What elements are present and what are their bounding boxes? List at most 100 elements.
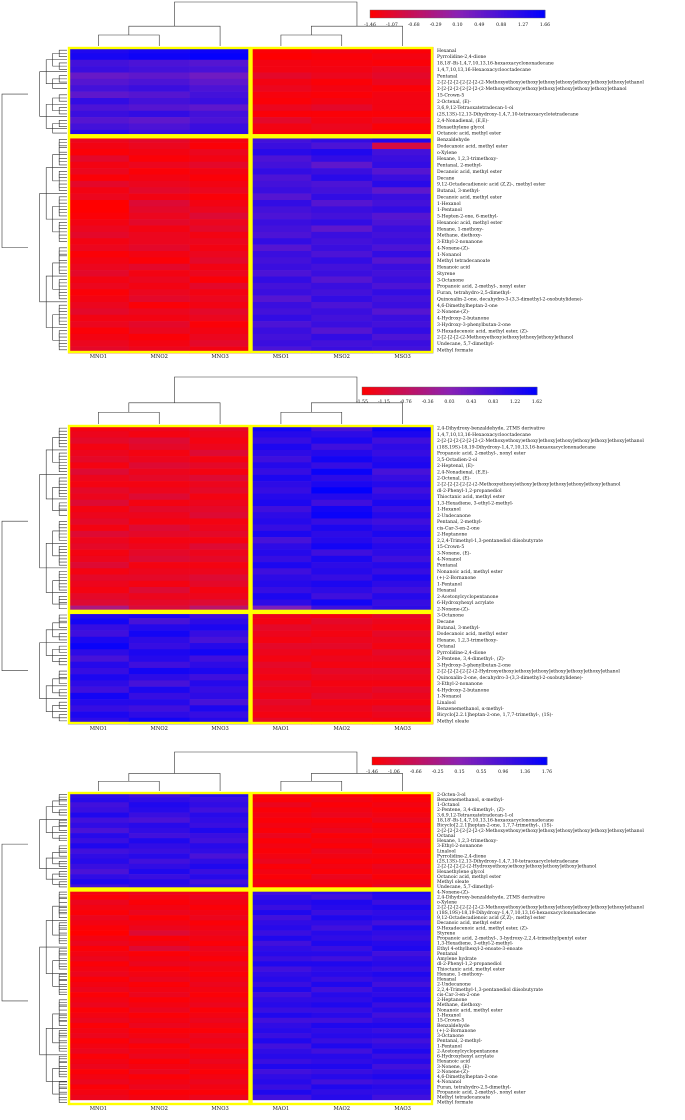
row-label: 2-[2-[2-[2-[2-[2-[2-(2-Methoxyethoxy)eth… bbox=[437, 437, 644, 444]
heatmap-cell bbox=[128, 327, 190, 335]
row-label: Methyl oleate bbox=[437, 879, 469, 885]
heatmap-cell bbox=[372, 853, 434, 860]
heatmap-cell bbox=[372, 187, 434, 194]
colorbar-tick-label: 0.15 bbox=[454, 769, 464, 775]
dendrogram-branch bbox=[39, 819, 67, 869]
heatmap-cell bbox=[68, 117, 130, 124]
heatmap-cell bbox=[189, 231, 251, 239]
heatmap-cell bbox=[250, 997, 312, 1003]
heatmap-cell bbox=[250, 187, 312, 194]
colorbar-segment bbox=[455, 387, 459, 395]
heatmap-cell bbox=[372, 843, 434, 849]
heatmap-cell bbox=[311, 1007, 373, 1013]
heatmap-cell bbox=[189, 817, 251, 824]
heatmap-cell bbox=[189, 717, 251, 725]
heatmap-cell bbox=[189, 711, 251, 719]
heatmap-cell bbox=[128, 289, 190, 296]
heatmap-cell bbox=[68, 449, 130, 457]
heatmap-cell bbox=[311, 289, 373, 296]
heatmap-cell bbox=[68, 225, 130, 233]
row-label: Octanal bbox=[437, 833, 456, 839]
heatmap-cell bbox=[189, 874, 251, 880]
heatmap-cell bbox=[128, 518, 190, 525]
heatmap-cell bbox=[128, 858, 190, 865]
row-label: Hexaethylene glycol bbox=[437, 124, 485, 130]
heatmap-cell bbox=[128, 717, 190, 725]
colorbar-segment bbox=[384, 10, 388, 18]
heatmap-cell bbox=[372, 47, 434, 54]
heatmap-cell bbox=[189, 193, 251, 201]
heatmap-cell bbox=[250, 956, 312, 962]
heatmap-cell bbox=[189, 282, 251, 290]
heatmap-cell bbox=[68, 431, 130, 438]
heatmap-cell bbox=[68, 981, 130, 988]
heatmap-cell bbox=[128, 920, 190, 926]
heatmap-cell bbox=[68, 843, 130, 849]
heatmap-cell bbox=[68, 1048, 130, 1054]
heatmap-cell bbox=[128, 904, 190, 911]
heatmap-cell bbox=[311, 686, 373, 694]
heatmap-cell bbox=[128, 530, 190, 538]
heatmap-cell bbox=[189, 692, 251, 700]
colorbar-tick-label: 0.96 bbox=[498, 769, 508, 775]
heatmap-cell bbox=[68, 136, 130, 143]
heatmap-cell bbox=[311, 47, 373, 54]
heatmap-cell bbox=[189, 238, 251, 245]
row-label: Thioctanic acid, methyl ester bbox=[437, 494, 506, 500]
heatmap-cell bbox=[68, 863, 130, 870]
colorbar-segment bbox=[370, 10, 374, 18]
heatmap-cell bbox=[189, 915, 251, 921]
heatmap-cell bbox=[68, 797, 130, 803]
dendrogram-branch bbox=[39, 71, 67, 117]
heatmap-cell bbox=[68, 686, 130, 694]
heatmap-cell bbox=[128, 618, 190, 625]
heatmap-cell bbox=[250, 661, 312, 669]
heatmap-cell bbox=[372, 231, 434, 239]
heatmap-cell bbox=[250, 1043, 312, 1049]
colorbar-segment bbox=[510, 10, 514, 18]
row-label: Quinoxalin-2-one, decahydro-3-(3,3-dimet… bbox=[437, 674, 584, 681]
heatmap-cell bbox=[250, 833, 312, 839]
heatmap-cell bbox=[311, 863, 373, 870]
colorbar-segment bbox=[446, 387, 450, 395]
heatmap-cell bbox=[189, 487, 251, 494]
heatmap-cell bbox=[189, 920, 251, 926]
heatmap-cell bbox=[68, 340, 130, 347]
heatmap-cell bbox=[189, 981, 251, 988]
heatmap-cell bbox=[311, 238, 373, 245]
row-label: Hexane, 1-methoxy- bbox=[437, 226, 484, 232]
column-label: MAO2 bbox=[333, 1106, 350, 1112]
heatmap-cell bbox=[128, 680, 190, 687]
colorbar-segment bbox=[453, 757, 457, 765]
heatmap-cell bbox=[128, 231, 190, 239]
heatmap-cell bbox=[68, 244, 130, 252]
column-label: MSO2 bbox=[334, 354, 350, 360]
heatmap-cell bbox=[189, 180, 251, 188]
heatmap-cell bbox=[189, 599, 251, 606]
heatmap-cell bbox=[189, 630, 251, 638]
colorbar-segment bbox=[411, 387, 415, 395]
colorbar-segment bbox=[484, 387, 488, 395]
heatmap-cell bbox=[68, 997, 130, 1003]
heatmap-cell bbox=[311, 649, 373, 656]
heatmap-cell bbox=[189, 992, 251, 998]
colorbar-tick-label: 0.88 bbox=[496, 22, 506, 28]
heatmap-cell bbox=[68, 1017, 130, 1024]
row-label: 3-Nonene, (E)- bbox=[437, 549, 471, 556]
heatmap-cell bbox=[311, 1074, 373, 1080]
heatmap-cell bbox=[68, 853, 130, 860]
colorbar-segment bbox=[516, 387, 520, 395]
row-label: Propanoic acid, 2-methyl-, 3-hydroxy-2,2… bbox=[437, 936, 587, 942]
heatmap-cell bbox=[128, 91, 190, 99]
heatmap-cell bbox=[128, 812, 190, 818]
heatmap-cell bbox=[128, 219, 190, 226]
heatmap-cell bbox=[68, 333, 130, 341]
heatmap-cell bbox=[311, 530, 373, 538]
heatmap-cell bbox=[250, 110, 312, 118]
row-label: Styrene bbox=[437, 271, 455, 277]
row-label: 1-Hexanol bbox=[437, 1012, 461, 1018]
colorbar-segment bbox=[414, 387, 418, 395]
heatmap-cell bbox=[311, 945, 373, 952]
colorbar-segment bbox=[469, 387, 474, 395]
